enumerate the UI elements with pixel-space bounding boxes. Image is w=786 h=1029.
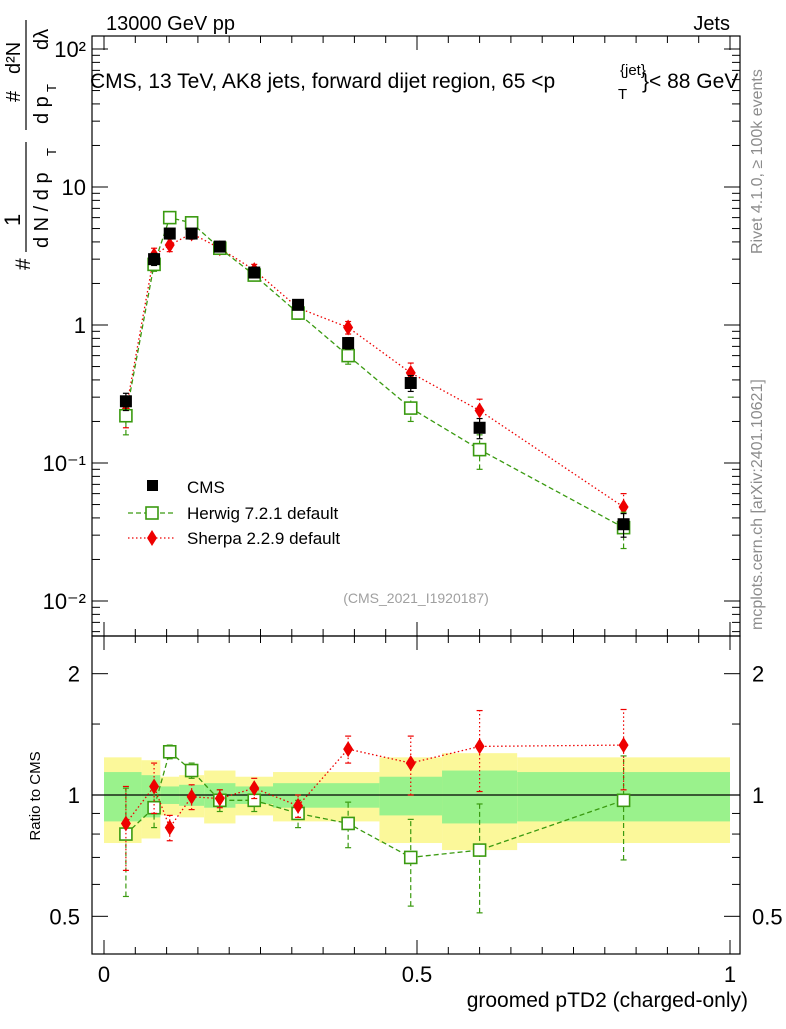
marker-point [120, 815, 131, 832]
ratio-y-label: Ratio to CMS [27, 751, 44, 840]
ylabel-one: 1 [0, 214, 25, 226]
legend-label-herwig: Herwig 7.2.1 default [187, 504, 338, 523]
marker-point [404, 376, 417, 389]
main-plot-title: CMS, 13 TeV, AK8 jets, forward dijet reg… [90, 70, 555, 93]
marker-point [119, 395, 132, 408]
marker-point [163, 227, 176, 240]
main-plot-series [119, 210, 631, 550]
band-stat-0 [104, 772, 142, 822]
marker-point [403, 850, 418, 865]
legend-marker-sherpa [147, 530, 157, 546]
marker-point [618, 498, 629, 515]
legend-marker-herwig [145, 506, 159, 520]
marker-point [164, 236, 175, 253]
x-axis-label: groomed pTD2 (charged-only) [467, 989, 748, 1012]
ylabel-dpt: d p [31, 96, 53, 124]
marker-point [249, 780, 260, 797]
ylabel-dn-dpt: d N / d p [31, 172, 53, 248]
ratio-ytick-label-right: 0.5 [752, 904, 783, 929]
marker-point [162, 744, 177, 759]
title-end: }< 88 GeV [642, 70, 738, 93]
marker-point [119, 408, 133, 423]
marker-point [405, 755, 416, 772]
ratio-plot-series [119, 708, 631, 914]
marker-point [341, 816, 355, 831]
ylabel-sub-t: T [44, 148, 59, 156]
marker-point [473, 421, 486, 434]
main-series-0 [119, 227, 630, 538]
marker-point [147, 800, 161, 815]
ytick-label: 10 [62, 175, 86, 200]
ratio-series-1 [120, 708, 629, 871]
marker-point [184, 763, 199, 778]
ylabel-frac-hash: # [3, 90, 25, 102]
xtick-label: 1 [724, 962, 736, 987]
ylabel-dlambda: dλ [31, 29, 53, 50]
marker-point [248, 266, 261, 279]
marker-point [149, 778, 160, 795]
marker-point [618, 737, 629, 754]
title-superscript: {jet} [620, 62, 646, 79]
marker-point [472, 843, 487, 857]
ylabel-d2n: d²N [3, 42, 25, 74]
series-line [125, 232, 624, 508]
ratio-ytick-label-right: 1 [752, 783, 764, 808]
rivet-version-label: Rivet 4.1.0, ≥ 100k events [749, 69, 766, 254]
marker-point [474, 738, 485, 755]
marker-point [616, 793, 631, 808]
marker-point [184, 216, 199, 230]
legend-marker-cms [147, 480, 158, 491]
marker-point [214, 790, 225, 807]
header-jets-label: Jets [693, 13, 730, 35]
mcplots-label: mcplots.cern.ch [arXiv:2401.10621] [749, 379, 766, 630]
marker-point [186, 788, 197, 805]
title-subscript: T [618, 86, 627, 103]
marker-point [405, 364, 416, 381]
marker-point [343, 319, 354, 336]
legend: CMS Herwig 7.2.1 default Sherpa 2.2.9 de… [128, 478, 340, 548]
ytick-label: 10⁻¹ [43, 451, 86, 476]
legend-label-cms: CMS [187, 478, 225, 497]
marker-point [617, 518, 630, 531]
header-energy-label: 13000 GeV pp [106, 13, 235, 35]
main-axis-ticks: 10⁻² 10⁻¹ 1 10 10² [43, 36, 740, 636]
marker-point [148, 253, 161, 266]
marker-point [403, 401, 418, 415]
main-series-1 [119, 210, 631, 550]
ratio-axis-ticks: 0.5 0.5 1 1 2 2 0 0.5 1 [49, 636, 783, 987]
ytick-label: 10² [54, 37, 86, 62]
xtick-label: 0 [98, 962, 110, 987]
marker-point [292, 298, 305, 311]
marker-point [342, 337, 355, 350]
xtick-label: 0.5 [402, 962, 433, 987]
ratio-ytick-label-left: 1 [68, 783, 80, 808]
ratio-ytick-label-left: 0.5 [49, 904, 80, 929]
marker-point [343, 741, 354, 758]
ratio-ytick-label-right: 2 [752, 662, 764, 687]
analysis-reference: (CMS_2021_I1920187) [343, 590, 489, 606]
ylabel-hash-left: # [12, 258, 35, 270]
ytick-label: 10⁻² [43, 589, 86, 614]
legend-label-sherpa: Sherpa 2.2.9 default [187, 529, 340, 548]
ylabel-sub-t2: T [44, 84, 59, 92]
title-text: CMS, 13 TeV, AK8 jets, forward dijet reg… [90, 70, 555, 93]
marker-point [164, 819, 175, 836]
marker-point [162, 210, 177, 225]
ratio-ytick-label-left: 2 [68, 662, 80, 687]
main-y-label: # 1 d N / d p T # d p T dλ d²N [0, 20, 59, 270]
ytick-label: 1 [74, 313, 86, 338]
band-stat-7 [379, 776, 443, 816]
marker-point [213, 240, 226, 253]
marker-point [185, 227, 198, 240]
marker-point [474, 402, 485, 419]
marker-point [472, 442, 487, 457]
marker-point [341, 348, 355, 363]
marker-point [293, 797, 304, 814]
